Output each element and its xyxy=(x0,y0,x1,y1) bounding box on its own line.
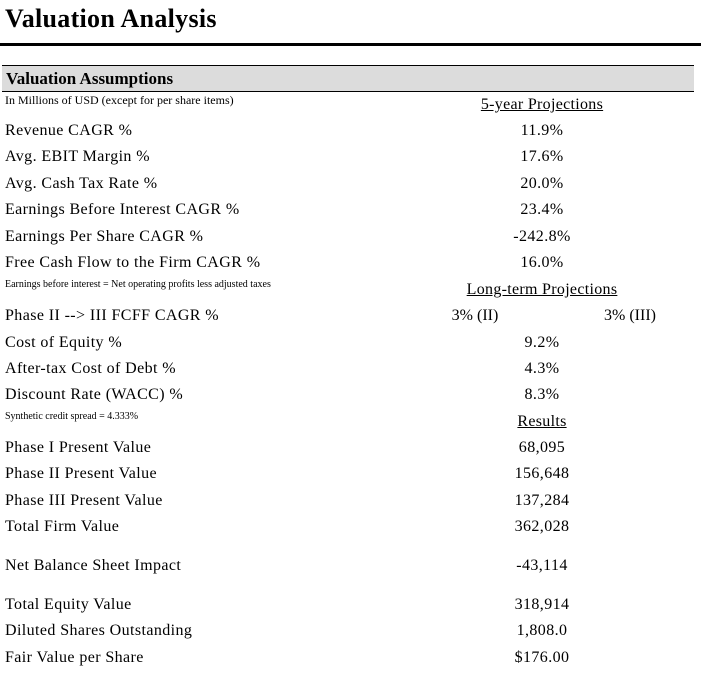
five-year-projections-header: 5-year Projections xyxy=(480,96,604,113)
total-equity-value-label: Total Equity Value xyxy=(5,596,132,613)
earnings-definition-note: Earnings before interest = Net operating… xyxy=(5,279,271,290)
credit-spread-note: Synthetic credit spread = 4.333% xyxy=(5,411,139,422)
phase-two-pv-value: 156,648 xyxy=(514,465,570,482)
ebi-cagr-value: 23.4% xyxy=(520,201,564,218)
cash-tax-rate-label: Avg. Cash Tax Rate % xyxy=(5,175,158,192)
phase-two-pv-label: Phase II Present Value xyxy=(5,465,158,482)
total-firm-value-value: 362,028 xyxy=(514,518,570,535)
fcff-cagr-value: 16.0% xyxy=(520,254,564,271)
wacc-value: 8.3% xyxy=(524,386,560,403)
units-note: In Millions of USD (except for per share… xyxy=(5,93,234,107)
cost-of-debt-label: After-tax Cost of Debt % xyxy=(5,360,177,377)
diluted-shares-value: 1,808.0 xyxy=(516,622,568,639)
cost-of-debt-value: 4.3% xyxy=(524,360,560,377)
phase-one-pv-value: 68,095 xyxy=(518,439,566,456)
section-title: Valuation Assumptions xyxy=(6,69,174,88)
section-header-band: Valuation Assumptions xyxy=(2,66,694,92)
phase-two-value: 3% (II) xyxy=(451,307,499,324)
diluted-shares-label: Diluted Shares Outstanding xyxy=(5,622,193,639)
fcff-cagr-label: Free Cash Flow to the Firm CAGR % xyxy=(5,254,261,271)
revenue-cagr-value: 11.9% xyxy=(520,122,564,139)
ebit-margin-value: 17.6% xyxy=(520,148,564,165)
net-balance-sheet-impact-label: Net Balance Sheet Impact xyxy=(5,557,182,574)
total-equity-value-value: 318,914 xyxy=(514,596,570,613)
total-firm-value-label: Total Firm Value xyxy=(5,518,120,535)
cost-of-equity-value: 9.2% xyxy=(524,334,560,351)
section-top-divider xyxy=(2,65,694,66)
phase-cagr-label: Phase II --> III FCFF CAGR % xyxy=(5,307,219,324)
wacc-label: Discount Rate (WACC) % xyxy=(5,386,184,403)
eps-cagr-value: -242.8% xyxy=(513,228,571,245)
page-title: Valuation Analysis xyxy=(5,4,217,33)
title-divider xyxy=(0,43,701,46)
long-term-projections-header: Long-term Projections xyxy=(466,281,618,298)
phase-three-pv-label: Phase III Present Value xyxy=(5,492,163,509)
phase-three-pv-value: 137,284 xyxy=(514,492,570,509)
phase-three-value: 3% (III) xyxy=(604,307,656,324)
cost-of-equity-label: Cost of Equity % xyxy=(5,334,123,351)
ebit-margin-label: Avg. EBIT Margin % xyxy=(5,148,150,165)
results-header: Results xyxy=(517,413,567,430)
cash-tax-rate-value: 20.0% xyxy=(520,175,564,192)
phase-one-pv-label: Phase I Present Value xyxy=(5,439,152,456)
fair-value-per-share-label: Fair Value per Share xyxy=(5,649,144,666)
eps-cagr-label: Earnings Per Share CAGR % xyxy=(5,228,204,245)
fair-value-per-share-value: $176.00 xyxy=(514,649,570,666)
net-balance-sheet-impact-value: -43,114 xyxy=(516,557,568,574)
revenue-cagr-label: Revenue CAGR % xyxy=(5,122,133,139)
ebi-cagr-label: Earnings Before Interest CAGR % xyxy=(5,201,240,218)
